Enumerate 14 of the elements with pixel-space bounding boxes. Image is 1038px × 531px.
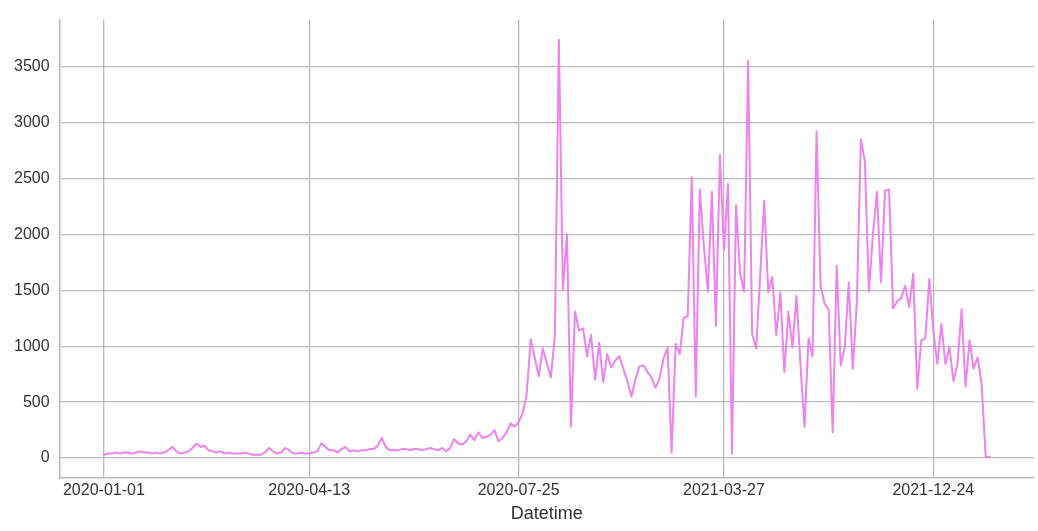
x-tick-label: 2020-01-01 <box>62 481 145 499</box>
y-tick-label: 2000 <box>14 224 50 242</box>
y-tick-label: 1500 <box>14 280 50 298</box>
x-tick-label: 2020-04-13 <box>268 481 351 499</box>
x-tick-label: 2021-03-27 <box>683 481 765 499</box>
x-tick-label: 2020-07-25 <box>477 481 560 499</box>
x-axis-title: Datetime <box>510 503 583 524</box>
y-tick-label: 500 <box>22 392 50 410</box>
y-tick-label: 1000 <box>14 336 50 354</box>
y-tick-label: 0 <box>40 448 50 466</box>
x-tick-label: 2021-12-24 <box>892 481 975 499</box>
y-tick-label: 2500 <box>14 168 50 186</box>
y-tick-label: 3000 <box>14 112 50 130</box>
y-tick-label: 3500 <box>14 56 50 74</box>
